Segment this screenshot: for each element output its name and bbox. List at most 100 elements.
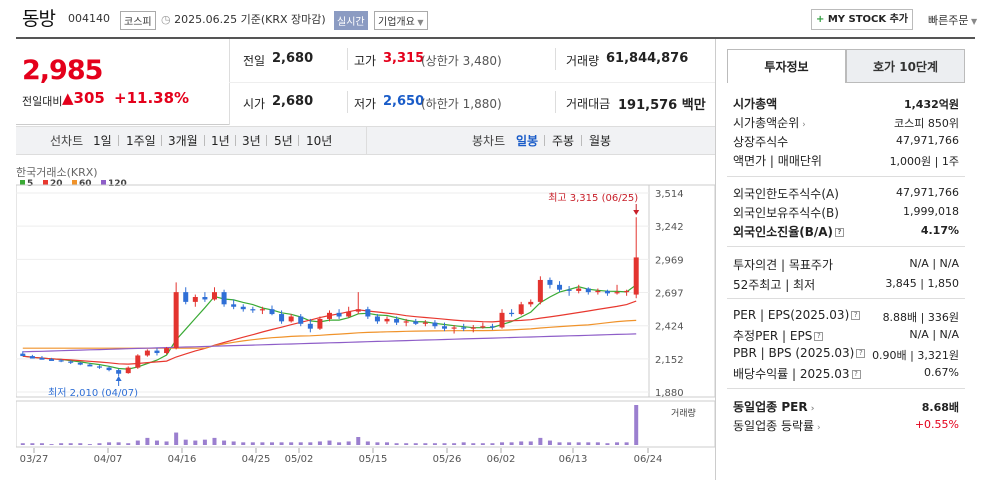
candle-body <box>489 326 495 328</box>
volume-bar <box>356 437 361 445</box>
candle-body <box>58 360 64 362</box>
section-divider <box>727 388 965 389</box>
divider <box>347 91 348 113</box>
candle-body <box>164 348 170 354</box>
row-divider <box>229 82 715 83</box>
pbr-bps-label: PBR | BPS (2025.03)? <box>733 346 866 360</box>
per-eps-label: PER | EPS(2025.03)? <box>733 308 861 322</box>
x-tick-label: 06/24 <box>634 454 663 465</box>
section-divider <box>727 246 965 247</box>
separator <box>544 135 545 146</box>
volume-bar <box>423 443 428 445</box>
est-per-text: 추정PER | EPS <box>733 329 813 343</box>
chart-grid <box>16 184 715 398</box>
line-chart-label[interactable]: 선차트 <box>50 134 84 148</box>
candle-body <box>317 318 323 329</box>
period-5y[interactable]: 5년 <box>274 134 293 148</box>
candle-body <box>557 284 563 290</box>
candle-daily[interactable]: 일봉 <box>516 134 539 148</box>
period-10y[interactable]: 10년 <box>306 134 333 148</box>
candle-weekly[interactable]: 주봉 <box>552 134 575 148</box>
market-cap-label: 시가총액 <box>733 97 778 111</box>
volume-bar <box>452 443 457 445</box>
realtime-button[interactable]: 실시간 <box>334 11 368 30</box>
current-price: 2,985 <box>22 55 103 86</box>
separator <box>235 135 236 146</box>
candle-body <box>240 306 246 310</box>
candle-body <box>595 290 601 293</box>
y-tick-label: 3,514 <box>655 189 684 200</box>
info-icon[interactable]: ? <box>814 332 824 341</box>
legend-label-120: 120 <box>108 179 127 189</box>
info-icon[interactable]: ? <box>851 370 861 379</box>
industry-per-label[interactable]: 동일업종 PER › <box>733 398 814 415</box>
period-1d[interactable]: 1일 <box>93 134 112 148</box>
plus-icon: + <box>815 14 828 25</box>
candle-body <box>394 318 400 323</box>
corp-info-dropdown[interactable]: 기업개요 ▼ <box>374 11 428 30</box>
info-icon[interactable]: ? <box>851 311 861 320</box>
volume-bar <box>78 443 83 445</box>
par-value-value: 1,000원 | 1주 <box>889 155 959 168</box>
volume-bar <box>538 437 543 445</box>
separator <box>204 135 205 146</box>
tab-order-book[interactable]: 호가 10단계 <box>846 49 965 83</box>
candle-chart-label[interactable]: 봉차트 <box>472 134 506 148</box>
volume-bar <box>500 442 505 445</box>
info-icon[interactable]: ? <box>835 228 845 237</box>
price-chart[interactable]: 한국거래소(KRX) 5 20 60 120 3,514 3,242 2,969 2,697… <box>16 160 715 480</box>
volume-bar <box>183 439 188 445</box>
quick-order-link[interactable]: 빠른주문 ▼ <box>928 12 977 28</box>
period-1w[interactable]: 1주일 <box>126 134 156 148</box>
market-cap-rank-value: 코스피 850위 <box>894 117 959 130</box>
volume-bar <box>107 442 112 445</box>
corp-info-label: 기업개요 <box>378 17 415 28</box>
volume-bar <box>49 444 54 445</box>
pbr-bps-value: 0.90배 | 3,321원 <box>872 349 959 362</box>
candle-body <box>451 327 457 329</box>
candle-body <box>566 289 572 291</box>
candle-body <box>288 316 294 322</box>
market-badge: 코스피 <box>120 11 156 30</box>
foreign-ratio-text: 외국인소진율(B/A) <box>733 225 834 239</box>
candle-body <box>173 292 179 349</box>
volume-bar <box>202 439 207 445</box>
price-change-value: 305 <box>73 89 105 107</box>
period-3m[interactable]: 3개월 <box>168 134 198 148</box>
market-cap-rank-text: 시가총액순위 <box>733 116 800 130</box>
y-axis: 3,514 3,242 2,969 2,697 2,424 2,152 1,880 <box>655 189 684 399</box>
ma-line-60 <box>22 319 637 349</box>
ma-line-120 <box>22 333 637 353</box>
candle-body <box>116 370 122 374</box>
volume-bar <box>222 440 227 445</box>
par-value-label: 액면가 | 매매단위 <box>733 154 822 168</box>
candle-monthly[interactable]: 월봉 <box>589 134 612 148</box>
candle-body <box>202 297 208 300</box>
volume-bar <box>346 441 351 445</box>
x-tick-label: 05/26 <box>433 454 462 465</box>
per-eps-text: PER | EPS(2025.03) <box>733 308 850 322</box>
candle-body <box>106 367 112 371</box>
mystock-add-button[interactable]: + MY STOCK 추가 <box>811 9 913 30</box>
volume-bar <box>461 442 466 445</box>
foreign-ratio-label: 외국인소진율(B/A)? <box>733 223 845 240</box>
period-1y[interactable]: 1년 <box>211 134 230 148</box>
tab-investment-info[interactable]: 투자정보 <box>727 49 846 83</box>
industry-change-label[interactable]: 동일업종 등락률 › <box>733 417 821 434</box>
candle-body <box>77 362 83 365</box>
volume-bar <box>59 443 64 445</box>
info-icon[interactable]: ? <box>856 349 866 358</box>
chevron-down-icon: ▼ <box>968 17 978 26</box>
separator <box>118 135 119 146</box>
candle-body <box>614 292 620 294</box>
volume-bar <box>528 441 533 445</box>
period-3y[interactable]: 3년 <box>242 134 261 148</box>
candle-body <box>432 322 438 327</box>
min-arrow-head <box>115 376 122 381</box>
dividend-text: 배당수익률 | 2025.03 <box>733 367 850 381</box>
volume-label: 거래량 <box>671 407 696 419</box>
volume-frame <box>16 400 715 448</box>
market-cap-rank-label[interactable]: 시가총액순위 › <box>733 114 806 131</box>
volume-bar <box>174 432 179 445</box>
x-tick-label: 06/13 <box>559 454 588 465</box>
